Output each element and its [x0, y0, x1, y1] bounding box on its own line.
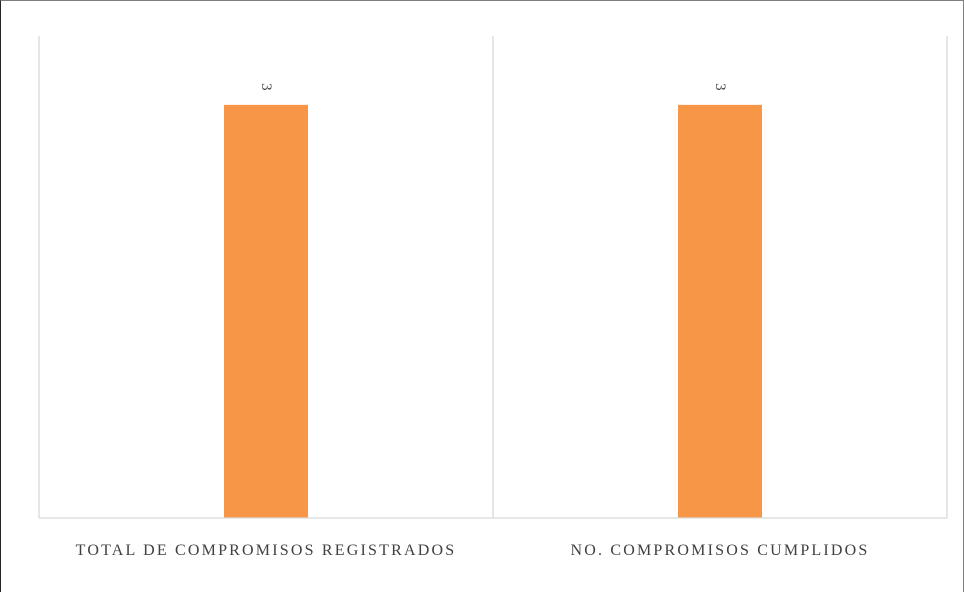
data-label-1: 3: [258, 83, 274, 91]
bar-2: [678, 105, 762, 518]
data-label-2: 3: [712, 83, 728, 91]
x-tick-label-cumplidos: NO. COMPROMISOS CUMPLIDOS: [493, 539, 947, 562]
x-tick-label-total-registrados: TOTAL DE COMPROMISOS REGISTRADOS: [66, 539, 466, 562]
bar-1: [224, 105, 308, 518]
